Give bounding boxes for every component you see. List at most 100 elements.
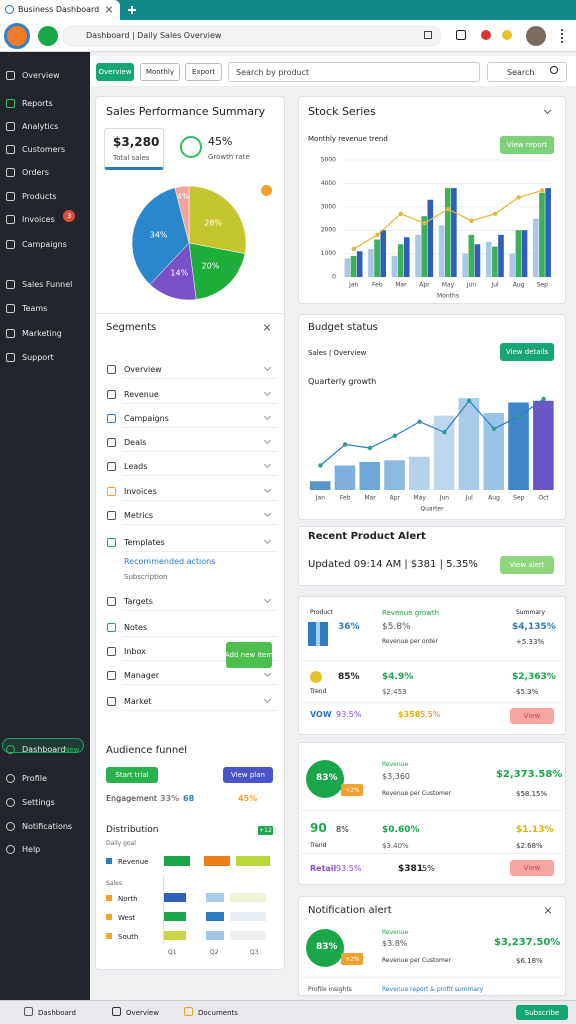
- text: $3,360: [382, 772, 410, 781]
- row-icon: [107, 438, 116, 447]
- text: 36%: [338, 622, 360, 632]
- status-item[interactable]: Overview: [126, 1009, 159, 1017]
- extension-icon[interactable]: [502, 30, 512, 40]
- text: South: [118, 933, 139, 941]
- text: $358: [398, 710, 421, 719]
- sidebar-item[interactable]: Reports: [22, 99, 53, 108]
- button[interactable]: Export: [185, 63, 222, 81]
- list-item[interactable]: Metrics: [124, 511, 154, 520]
- text: Sales Performance Summary: [106, 105, 266, 118]
- divider: [122, 403, 277, 404]
- cell: [236, 856, 270, 866]
- sidebar-item[interactable]: Profile: [22, 774, 47, 783]
- text: 45%: [238, 794, 258, 803]
- button[interactable]: View alert: [500, 556, 554, 574]
- list-item[interactable]: Targets: [124, 597, 153, 606]
- divider: [122, 524, 277, 525]
- list-item[interactable]: Invoices: [124, 487, 157, 496]
- sidebar-item[interactable]: Teams: [22, 304, 48, 313]
- button[interactable]: +12: [258, 826, 273, 835]
- list-item[interactable]: Revenue: [124, 390, 159, 399]
- status-item[interactable]: Documents: [198, 1009, 238, 1017]
- sidebar-icon: [6, 215, 15, 224]
- text: Distribution: [106, 825, 159, 835]
- text: $5.3%: [516, 688, 539, 696]
- bookmark-icon[interactable]: [424, 31, 432, 39]
- row-icon: [107, 462, 116, 471]
- list-item[interactable]: Deals: [124, 438, 147, 447]
- sidebar-item[interactable]: Support: [22, 353, 54, 362]
- button[interactable]: Overview: [96, 63, 134, 81]
- row-icon: [106, 895, 112, 901]
- text: $0.60%: [382, 825, 420, 835]
- extension-icon[interactable]: [481, 30, 491, 40]
- text: 45%: [208, 135, 233, 148]
- button[interactable]: Monthly: [140, 63, 180, 81]
- list-item[interactable]: Notes: [124, 623, 148, 632]
- status-bar: [0, 1000, 576, 1024]
- text: $4,135%: [512, 622, 556, 632]
- sidebar-item[interactable]: Analytics: [22, 122, 59, 131]
- list-item[interactable]: Market: [124, 697, 152, 706]
- button[interactable]: Subscribe: [516, 1005, 568, 1020]
- sidebar-item[interactable]: Orders: [22, 168, 49, 177]
- divider: [122, 551, 277, 552]
- sidebar-item[interactable]: Products: [22, 192, 57, 201]
- button[interactable]: Start trial: [106, 767, 158, 783]
- link[interactable]: Recommended actions: [124, 557, 216, 566]
- row-icon: [106, 933, 112, 939]
- list-item[interactable]: Inbox: [124, 647, 146, 656]
- sidebar: [0, 52, 90, 1000]
- status-item[interactable]: Dashboard: [38, 1009, 76, 1017]
- sidebar-item[interactable]: Campaigns: [22, 240, 67, 249]
- sidebar-item[interactable]: Overview: [22, 71, 60, 80]
- list-item[interactable]: Campaigns: [124, 414, 169, 423]
- cell: [164, 893, 186, 902]
- sidebar-item[interactable]: Dashboard: [22, 745, 66, 754]
- button[interactable]: View details: [500, 343, 554, 361]
- text: Segments: [106, 322, 157, 333]
- sidebar-item[interactable]: Invoices: [22, 215, 55, 224]
- button[interactable]: View plan: [223, 767, 273, 783]
- sidebar-item[interactable]: Customers: [22, 145, 66, 154]
- text: Revenue per order: [382, 638, 438, 645]
- text: Engagement: [106, 794, 158, 803]
- avatar[interactable]: [526, 26, 546, 46]
- cell: [230, 912, 266, 921]
- cell: [206, 893, 224, 902]
- list-item[interactable]: Manager: [124, 671, 160, 680]
- nav-button[interactable]: [38, 26, 58, 46]
- sidebar-item[interactable]: Help: [22, 845, 41, 854]
- sidebar-icon: [6, 353, 15, 362]
- text: $5.8%: [382, 622, 411, 632]
- divider: [122, 610, 277, 611]
- list-item[interactable]: Overview: [124, 365, 162, 374]
- search-field[interactable]: [228, 62, 480, 82]
- text: Revenue per Customer: [382, 957, 452, 964]
- sidebar-item[interactable]: Sales Funnel: [22, 280, 73, 289]
- extension-icon[interactable]: [456, 30, 466, 40]
- sidebar-item[interactable]: Marketing: [22, 329, 62, 338]
- button[interactable]: View: [510, 860, 554, 876]
- list-item[interactable]: Templates: [124, 538, 165, 547]
- sidebar-icon: [6, 280, 15, 289]
- text: $4.9%: [382, 672, 414, 682]
- button[interactable]: Add new item: [226, 642, 272, 668]
- sidebar-item[interactable]: Settings: [22, 798, 55, 807]
- text: Daily goal: [106, 840, 136, 847]
- text: $3,280: [113, 135, 160, 149]
- search-button[interactable]: [487, 62, 567, 82]
- sidebar-item[interactable]: Notifications: [22, 822, 73, 831]
- list-item[interactable]: Leads: [124, 462, 148, 471]
- button[interactable]: View report: [500, 136, 554, 154]
- menu-icon[interactable]: [561, 29, 563, 43]
- sidebar-icon: [6, 822, 15, 831]
- sidebar-icon: [6, 99, 15, 108]
- divider: [300, 853, 564, 854]
- text: Q1: [168, 949, 177, 956]
- text: 83%: [316, 773, 338, 783]
- divider: [122, 427, 277, 428]
- button[interactable]: View: [510, 708, 554, 724]
- text: $58.15%: [516, 790, 548, 798]
- address-field[interactable]: [62, 25, 442, 47]
